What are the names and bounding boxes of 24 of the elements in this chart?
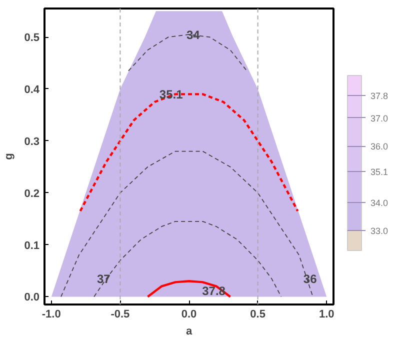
line-series <box>94 220 282 298</box>
annotation: 37 <box>97 272 111 286</box>
color-bar-label: 37.0 <box>370 113 388 124</box>
annotation: 34 <box>186 28 200 42</box>
x-tick-label: -0.5 <box>110 308 130 320</box>
color-bar-label: 37.8 <box>370 90 388 101</box>
annotation: 35.1 <box>159 88 184 102</box>
annotation: 36 <box>303 272 318 286</box>
color-bar-label: 36.0 <box>370 142 388 152</box>
y-tick-label: 0.5 <box>24 32 40 44</box>
y-tick-label: 0.1 <box>24 240 40 252</box>
y-tick-label: 0.2 <box>24 188 40 200</box>
x-tick-label: 0.5 <box>250 308 266 320</box>
color-bar-label: 34.0 <box>370 198 388 208</box>
x-axis-title: a <box>186 326 193 338</box>
y-tick-label: 0.0 <box>24 292 40 304</box>
y-axis-title: g <box>3 153 16 160</box>
color-bar-label: 35.1 <box>370 166 388 177</box>
x-tick-label: -1.0 <box>42 308 61 320</box>
color-bar-label: 33.0 <box>370 226 388 236</box>
x-tick-label: 0.0 <box>181 308 197 320</box>
y-tick-label: 0.4 <box>24 84 40 96</box>
y-tick-label: 0.3 <box>24 136 40 148</box>
x-tick-label: 1.0 <box>318 308 334 320</box>
